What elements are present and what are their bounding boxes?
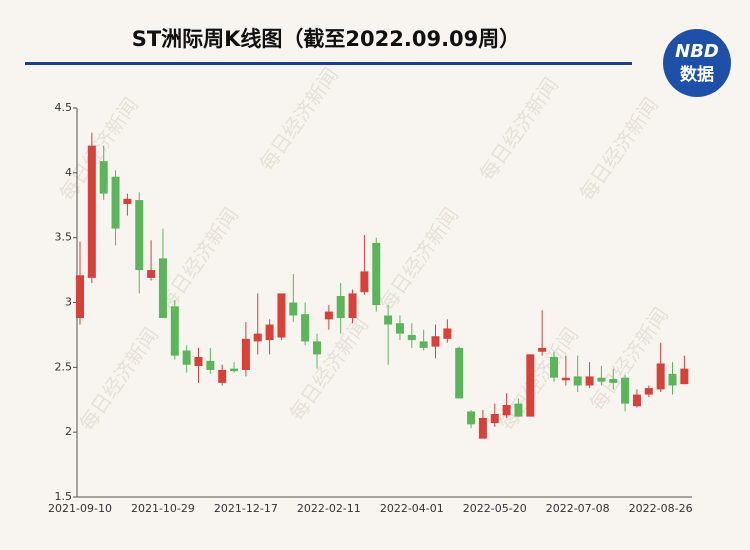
candle-body [76,275,84,319]
candle-body [111,176,120,229]
candle-body [135,200,144,271]
candle-body [384,315,393,325]
logo [663,29,731,97]
candle-body [230,368,239,372]
candle-body [241,338,250,370]
candle-body [289,302,298,316]
candle-body [550,356,558,378]
candle-body [621,377,630,404]
candle-body [680,368,689,385]
x-tick-label: 2021-09-10 [48,502,112,515]
candle-body [597,377,606,382]
candle-body [360,271,369,293]
candle-body [526,354,535,417]
candle-body [87,145,96,278]
candle-body [158,258,167,319]
x-tick-label: 2022-05-20 [463,502,527,515]
candle-body [395,323,404,334]
x-tick-label: 2022-07-08 [546,502,610,515]
candle-body [609,379,618,383]
y-tick-label: 4.5 [55,101,73,114]
y-tick-label: 3 [65,296,72,309]
candle-body [573,376,582,386]
candle-body [407,334,416,341]
logo-text: 数据 [680,64,714,85]
candle-body [313,341,321,355]
x-tick-label: 2022-08-26 [629,502,693,515]
y-tick-label: 4 [65,166,72,179]
candle-body [301,314,310,342]
candle-body [561,377,570,381]
x-tick-label: 2021-10-29 [131,502,195,515]
candle-body [585,376,594,386]
candle-body [182,350,191,365]
logo-text: NBD [675,41,719,62]
candle-body [467,411,476,425]
title-rule [25,62,632,65]
candle-body [644,388,653,395]
y-tick-label: 1.5 [55,490,73,503]
y-tick-label: 2 [65,425,72,438]
candle-body [170,306,179,356]
x-tick-label: 2021-12-17 [214,502,278,515]
candle-body [147,270,156,278]
candle-body [431,336,440,347]
x-tick-label: 2022-04-01 [380,502,444,515]
candle-body [656,363,665,390]
candle-body [348,293,357,319]
candle-body [538,347,547,352]
candle-body [277,293,286,338]
candle-body [514,403,523,417]
candle-body [218,369,227,383]
candle-body [419,341,428,348]
y-tick-label: 3.5 [55,231,73,244]
candle-body [253,333,262,342]
candle-body [99,161,108,194]
candle-body [455,347,464,399]
candle-body [478,417,487,439]
candle-body [372,242,381,306]
candle-body [265,324,274,341]
candle-body [206,360,215,370]
y-tick-label: 2.5 [55,360,73,373]
candle-body [668,373,677,386]
candle-body [123,198,132,204]
candle-body [490,414,499,424]
candle-body [502,404,511,416]
x-tick-label: 2022-02-11 [297,502,361,515]
candle-body [443,328,452,339]
candle-body [336,296,345,319]
candle-body [632,394,641,407]
candle-body [194,356,203,367]
candle-body [324,311,333,320]
chart-title: ST洲际周K线图（截至2022.09.09周） [132,27,521,51]
